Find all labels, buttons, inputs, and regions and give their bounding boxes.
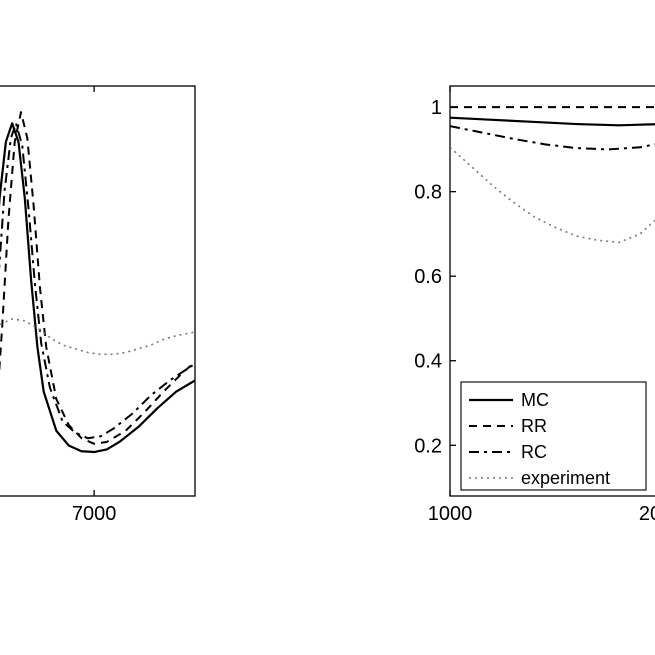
right_panel-legend-label-experiment: experiment (521, 468, 610, 488)
right_panel-ytick-label: 0.2 (414, 435, 442, 457)
right_panel-xtick-label: 1000 (428, 503, 473, 525)
right_panel-ytick-label: 0.6 (414, 266, 442, 288)
right_panel-legend-label-RR: RR (521, 416, 547, 436)
right_panel-ytick-label: 1 (431, 97, 442, 119)
right_panel-xtick-label: 2000 (639, 503, 655, 525)
right_panel-legend-label-RC: RC (521, 442, 547, 462)
right_panel-ytick-label: 0.4 (414, 351, 442, 373)
right_panel-ytick-label: 0.8 (414, 182, 442, 204)
left_panel-xtick-label: 7000 (72, 503, 117, 525)
right_panel-legend-label-MC: MC (521, 390, 549, 410)
background (0, 0, 655, 655)
right_panel-legend: MC RR RC experiment (461, 382, 646, 490)
